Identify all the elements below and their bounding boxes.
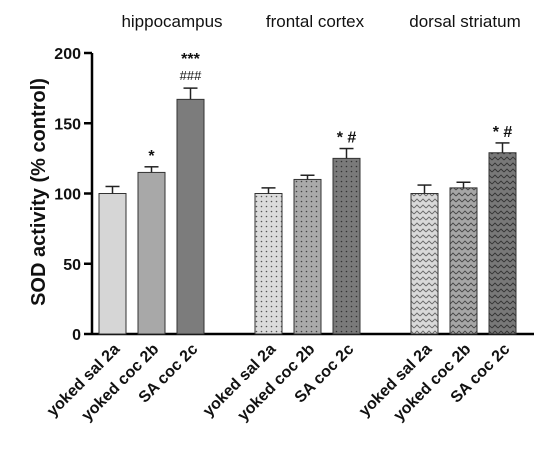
y-tick-label: 100 — [54, 187, 81, 204]
bar-group-dorsal-striatum: dorsal striatum * # — [409, 12, 521, 335]
significance-label: * # — [337, 130, 357, 147]
region-title: hippocampus — [121, 12, 222, 31]
bar — [449, 187, 478, 335]
bar — [410, 193, 439, 335]
significance-label-2: ### — [180, 68, 202, 83]
bar — [137, 171, 166, 335]
bar — [332, 157, 361, 335]
y-axis-label: SOD activity (% control) — [28, 78, 50, 306]
bar-group-frontal-cortex: frontal cortex * # — [254, 12, 365, 335]
significance-label: * # — [493, 124, 513, 141]
bar — [293, 178, 322, 335]
bar-group-hippocampus: hippocampus * ###*** — [98, 12, 223, 335]
bar — [254, 193, 283, 335]
region-title: frontal cortex — [266, 12, 365, 31]
bar — [98, 193, 127, 335]
significance-label: *** — [181, 51, 200, 68]
y-tick-label: 50 — [63, 257, 81, 274]
y-tick-label: 200 — [54, 46, 81, 63]
bar — [488, 152, 517, 335]
y-tick-label: 150 — [54, 116, 81, 133]
y-tick-label: 0 — [72, 327, 81, 344]
significance-label: * — [148, 148, 155, 165]
region-title: dorsal striatum — [409, 12, 520, 31]
bar-groups: hippocampus*###***frontal cortex* #dorsa… — [98, 12, 521, 335]
bar — [176, 98, 205, 335]
